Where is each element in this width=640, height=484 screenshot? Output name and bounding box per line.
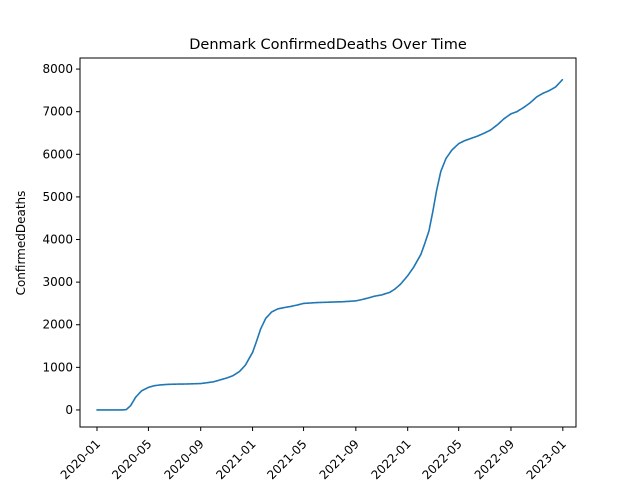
y-axis: 0 1000 2000 3000 4000 5000 6000 7000 8000 bbox=[42, 62, 80, 417]
x-tick-label: 2022-09 bbox=[472, 437, 517, 480]
y-tick-label: 1000 bbox=[42, 360, 73, 374]
x-tick-label: 2020-09 bbox=[161, 437, 206, 480]
x-tick-label: 2021-05 bbox=[264, 437, 309, 480]
x-tick-label: 2021-01 bbox=[213, 437, 258, 480]
y-tick-label: 0 bbox=[65, 403, 73, 417]
x-tick-label: 2020-05 bbox=[109, 437, 154, 480]
x-tick-label: 2023-01 bbox=[524, 437, 569, 480]
y-tick-label: 2000 bbox=[42, 318, 73, 332]
y-tick-label: 3000 bbox=[42, 275, 73, 289]
y-axis-label: ConfirmedDeaths bbox=[14, 191, 28, 296]
y-tick-label: 7000 bbox=[42, 105, 73, 119]
x-tick-label: 2022-05 bbox=[419, 437, 464, 480]
y-tick-label: 8000 bbox=[42, 62, 73, 76]
plot-area-frame bbox=[79, 57, 577, 428]
y-tick-label: 5000 bbox=[42, 190, 73, 204]
y-tick-label: 6000 bbox=[42, 147, 73, 161]
y-tick-label: 4000 bbox=[42, 233, 73, 247]
x-tick-label: 2021-09 bbox=[317, 437, 362, 480]
x-axis: 2020-01 2020-05 2020-09 2021-01 2021-05 2021-… bbox=[58, 427, 569, 482]
chart-title: Denmark ConfirmedDeaths Over Time bbox=[189, 37, 467, 53]
series-line-0 bbox=[96, 78, 564, 411]
series-layer bbox=[96, 78, 564, 411]
x-tick-label: 2020-01 bbox=[58, 437, 103, 480]
x-tick-label: 2022-01 bbox=[368, 437, 413, 480]
